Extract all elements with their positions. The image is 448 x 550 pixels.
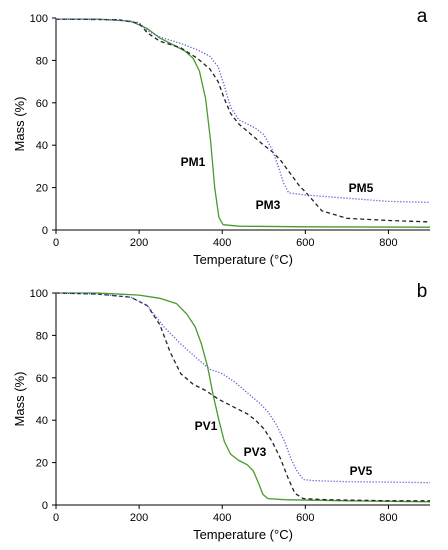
panel-label: b <box>417 281 428 302</box>
series-annotation-pv3: PV3 <box>244 445 267 459</box>
y-tick-label: 60 <box>36 98 48 110</box>
series-annotation-pm1: PM1 <box>181 155 206 169</box>
y-axis-label: Mass (%) <box>12 372 27 427</box>
series-annotation-pv1: PV1 <box>195 419 218 433</box>
x-tick-label: 200 <box>130 237 148 249</box>
x-tick-label: 800 <box>379 237 397 249</box>
y-tick-label: 0 <box>42 225 48 237</box>
x-tick-label: 600 <box>296 512 314 524</box>
y-tick-label: 40 <box>36 140 48 152</box>
series-line-pv3 <box>55 292 430 502</box>
series-annotation-pm5: PM5 <box>349 181 374 195</box>
x-tick-label: 200 <box>130 512 148 524</box>
y-tick-label: 60 <box>36 373 48 385</box>
y-tick-label: 40 <box>36 415 48 427</box>
x-axis-label: Temperature (°C) <box>193 527 293 542</box>
y-tick-label: 80 <box>36 55 48 67</box>
y-tick-label: 80 <box>36 330 48 342</box>
x-axis-label: Temperature (°C) <box>193 252 293 267</box>
x-tick-label: 0 <box>53 237 59 249</box>
x-tick-label: 0 <box>53 512 59 524</box>
series-line-pm5 <box>55 18 431 204</box>
y-tick-label: 100 <box>30 288 48 300</box>
x-tick-label: 600 <box>296 237 314 249</box>
chart-panel-a: 0 20 40 60 80 100 0 200 400 600 800 Temperature (°C… <box>12 6 431 267</box>
y-axis-label: Mass (%) <box>12 97 27 152</box>
y-tick-label: 20 <box>36 458 48 470</box>
series-line-pm3 <box>55 18 431 223</box>
y-tick-label: 100 <box>30 13 48 25</box>
series-line-pv1 <box>56 292 431 503</box>
x-tick-label: 400 <box>213 512 231 524</box>
x-tick-label: 400 <box>213 237 231 249</box>
x-tick-label: 800 <box>379 512 397 524</box>
y-tick-label: 0 <box>42 500 48 512</box>
y-tick-label: 20 <box>36 183 48 195</box>
series-annotation-pm3: PM3 <box>256 198 281 212</box>
chart-panel-b: 0 20 40 60 80 100 0 200 400 600 800 Temperature (°C… <box>12 281 431 542</box>
panel-label: a <box>417 6 428 27</box>
series-annotation-pv5: PV5 <box>350 464 373 478</box>
series-line-pm1 <box>56 18 431 228</box>
